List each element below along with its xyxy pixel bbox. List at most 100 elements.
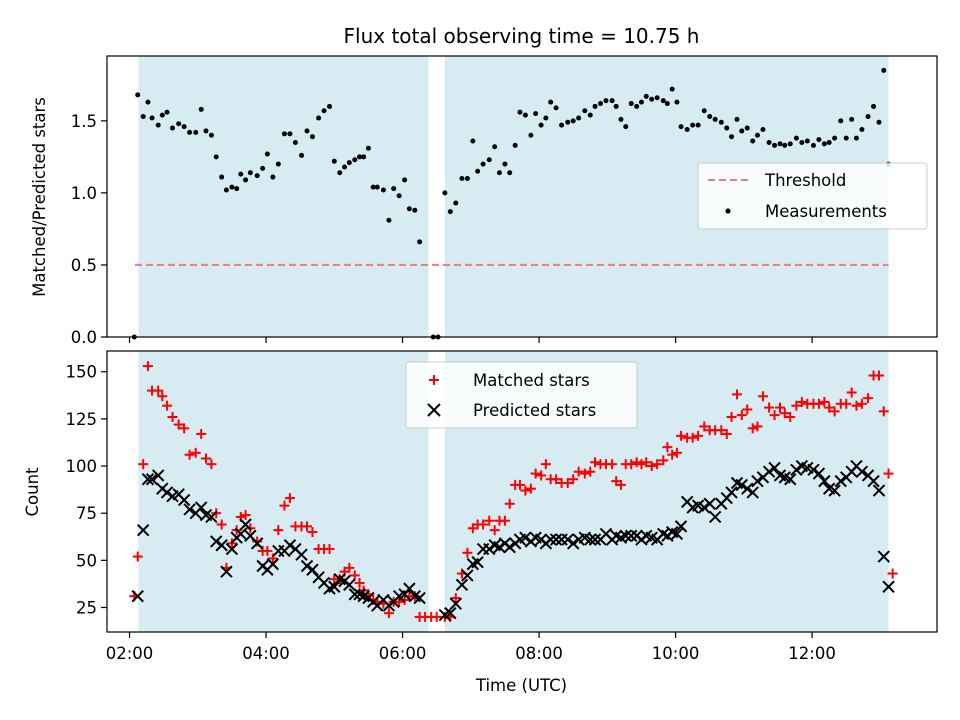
bottom-series-0-point-2 <box>138 459 149 470</box>
bottom-series-1-point-16-b <box>215 539 228 552</box>
top-series-0-point-76 <box>538 122 544 128</box>
bottom-series-0-point-71 <box>504 498 515 509</box>
bottom-series-1-point-137-b <box>877 550 890 563</box>
bottom-series-1-point-31 <box>295 548 308 561</box>
top-series-0-point-21 <box>238 171 244 177</box>
bottom-series-0-point-126 <box>796 396 807 407</box>
bottom-series-0-point-112 <box>721 428 732 439</box>
bottom-series-1-point-61 <box>471 556 484 569</box>
bottom-series-0-point-125 <box>791 400 802 411</box>
bottom-series-1-point-63-b <box>483 542 496 556</box>
bottom-series-0-point-101 <box>662 442 673 453</box>
bottom-series-1-point-38-b <box>333 572 346 586</box>
bottom-legend-box <box>405 361 638 429</box>
bottom-series-1-point-117 <box>768 461 781 475</box>
bottom-series-1-point-117-b <box>768 461 781 475</box>
top-series-0-point-29 <box>281 131 287 137</box>
bottom-series-0-point-87 <box>590 457 601 468</box>
bottom-series-1-point-70-b <box>519 531 532 544</box>
top-series-0-point-59 <box>447 209 453 215</box>
top-series-0-point-26 <box>264 151 270 157</box>
bottom-legend: Matched stars Predicted stars <box>405 361 638 429</box>
top-series-0-point-55 <box>417 239 423 245</box>
bottom-series-1-point-89 <box>619 529 632 543</box>
bottom-series-1-point-59 <box>461 569 474 582</box>
top-series-0-point-12 <box>193 129 199 135</box>
bottom-series-0-point-77 <box>536 470 547 481</box>
bottom-series-1-point-63 <box>483 542 496 556</box>
top-y-axis-label: Matched/Predicted stars <box>30 97 49 297</box>
measurements-legend-label: Measurements <box>765 202 887 221</box>
bottom-y-tick-label-3: 100 <box>66 457 98 476</box>
bottom-series-1-point-54 <box>413 591 426 605</box>
top-series-0-point-17 <box>219 174 225 180</box>
bottom-series-1-point-37-b <box>328 580 341 593</box>
top-y-tick-label-0: 0.0 <box>71 328 97 347</box>
bottom-series-1-point-123-b <box>801 461 814 475</box>
bottom-series-1-point-26-b <box>266 557 280 571</box>
bottom-series-1-point-72-b <box>529 531 542 544</box>
top-series-0-point-99 <box>660 98 666 104</box>
top-series-0-point-107 <box>701 108 707 114</box>
bottom-series-1-point-112 <box>741 482 754 495</box>
top-series-0-point-6 <box>159 112 165 118</box>
bottom-series-1-point-32 <box>300 559 314 573</box>
bottom-series-1-point-9 <box>177 493 191 507</box>
bottom-series-0-point-129 <box>813 398 824 409</box>
bottom-series-1-point-83-b <box>588 533 602 546</box>
bottom-series-0-point-140 <box>873 370 884 381</box>
bottom-series-1 <box>131 459 895 622</box>
top-series-0-point-23 <box>247 170 253 176</box>
bottom-series-1-point-21-b <box>239 518 252 531</box>
bottom-series-1-point-4-b <box>151 469 165 482</box>
top-series-0-point-50 <box>391 186 397 192</box>
top-series-0-point-121 <box>777 141 783 147</box>
bottom-series-1-point-12 <box>194 501 208 514</box>
top-series-0-point-75 <box>533 111 539 117</box>
top-series-0-point-51 <box>396 193 402 199</box>
top-series-0-point-60 <box>453 200 459 206</box>
bottom-series-1-point-76-b <box>549 533 563 546</box>
top-series-0-point-86 <box>592 103 598 109</box>
bottom-series-0-point-17 <box>216 519 227 530</box>
bottom-series-1-point-125-b <box>812 467 826 480</box>
bottom-series-1-point-1-b <box>136 523 150 537</box>
top-series-0-point-136 <box>859 126 865 132</box>
bottom-series-1-point-30-b <box>289 542 302 556</box>
bottom-series-1-point-23-b <box>250 537 264 550</box>
bottom-series-1-point-122-b <box>795 459 809 473</box>
top-series-0-point-20 <box>234 186 240 192</box>
top-series-0-point-79 <box>553 105 559 111</box>
top-series-0-point-131 <box>832 135 838 141</box>
top-series-0-point-77 <box>543 115 549 121</box>
bottom-series-0-point-85 <box>579 468 590 479</box>
bottom-series-0-point-1 <box>132 551 143 562</box>
bottom-series-0-point-117 <box>747 423 758 434</box>
bottom-series-0-point-43 <box>354 577 365 588</box>
bottom-series-1-point-90-b <box>625 529 638 543</box>
bottom-series-0-point-67 <box>484 515 495 526</box>
bottom-x-tick-label-5: 12:00 <box>788 644 836 663</box>
bottom-series-1-point-56-b <box>444 606 457 620</box>
bottom-series-1-point-126 <box>818 474 831 488</box>
bottom-series-0-point-120 <box>764 402 775 413</box>
bottom-series-1-point-124-b <box>807 463 820 477</box>
top-series-0-point-63 <box>470 138 476 144</box>
top-series-0-point-31 <box>292 139 298 145</box>
bottom-series-1-point-15 <box>210 535 223 548</box>
top-series-0-point-123 <box>787 141 793 147</box>
bottom-y-axis-label: Count <box>23 467 42 517</box>
top-series-0-point-48 <box>380 187 386 193</box>
bottom-series-1-point-2 <box>141 473 155 486</box>
bottom-series-1-point-126-b <box>818 474 831 488</box>
bottom-series-1-point-129-b <box>834 474 847 488</box>
bottom-series-1-point-18 <box>225 542 239 556</box>
bottom-series-1-point-3 <box>145 473 159 486</box>
top-series-0-point-61 <box>459 175 465 181</box>
top-series-0-point-105 <box>690 122 696 128</box>
top-y-tick-label-2: 1.0 <box>71 184 97 203</box>
top-series-0-point-72 <box>517 109 523 115</box>
bottom-series-1-point-58 <box>455 578 469 592</box>
bottom-series-0-point-84 <box>573 466 584 477</box>
bottom-y-tick-label-4: 125 <box>66 410 98 429</box>
